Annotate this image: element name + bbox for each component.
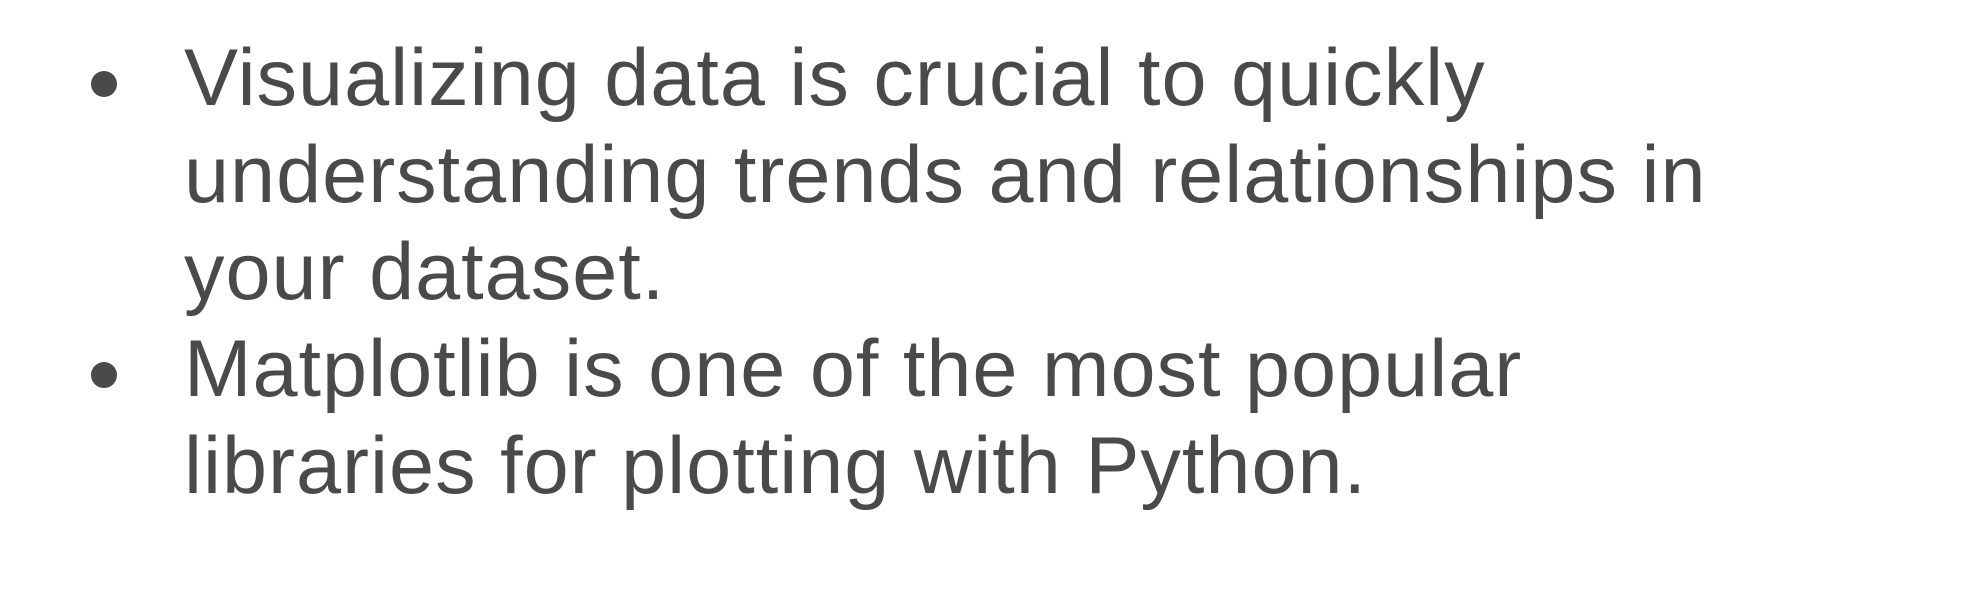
bullet-list: Visualizing data is crucial to quickly u… xyxy=(0,30,1964,515)
bullet-line: Matplotlib is one of the most popular xyxy=(184,324,1523,414)
bullet-text: Matplotlib is one of the most popular li… xyxy=(184,321,1924,515)
bullet-item-matplotlib: Matplotlib is one of the most popular li… xyxy=(0,321,1964,515)
bullet-line: understanding trends and relationships i… xyxy=(184,130,1707,220)
bullet-line: Visualizing data is crucial to quickly xyxy=(184,33,1486,123)
bullet-line: your dataset. xyxy=(184,227,666,317)
bullet-dot-icon xyxy=(91,362,117,388)
bullet-item-visualizing: Visualizing data is crucial to quickly u… xyxy=(0,30,1964,321)
bullet-line: libraries for plotting with Python. xyxy=(184,421,1368,511)
bullet-dot-icon xyxy=(91,71,117,97)
bullet-text: Visualizing data is crucial to quickly u… xyxy=(184,30,1924,321)
